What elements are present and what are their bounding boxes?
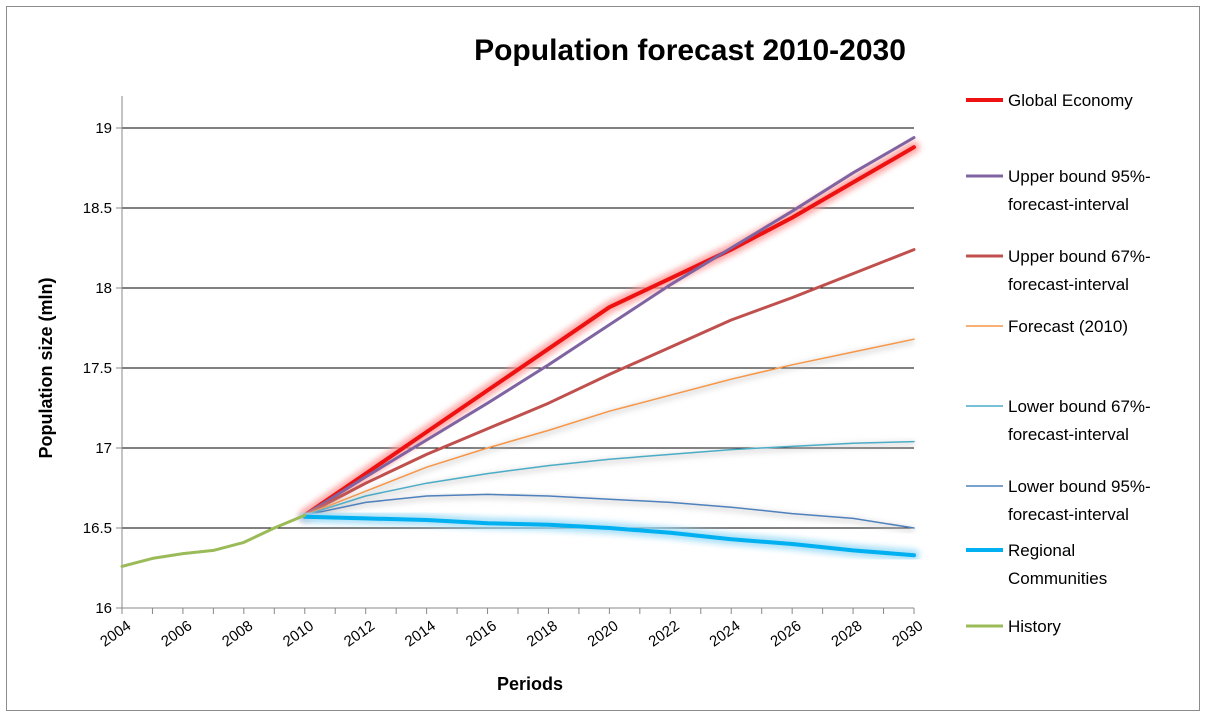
series-line-5 xyxy=(304,493,915,529)
y-tick-label: 18.5 xyxy=(83,200,112,217)
series-line-3 xyxy=(304,338,915,516)
x-tick-label: 2010 xyxy=(280,617,317,650)
legend-label-5: forecast-interval xyxy=(1008,505,1129,524)
y-tick-label: 19 xyxy=(95,120,112,137)
x-tick-label: 2026 xyxy=(767,617,804,650)
x-tick-label: 2024 xyxy=(706,617,743,650)
legend-label-3: Forecast (2010) xyxy=(1008,317,1128,336)
series-shadow-3 xyxy=(303,338,915,520)
chart-title: Population forecast 2010-2030 xyxy=(474,34,906,67)
x-tick-label: 2018 xyxy=(524,617,561,650)
series-lines xyxy=(120,136,920,568)
x-tick-label: 2030 xyxy=(889,617,926,650)
legend-label-1: Upper bound 95%- xyxy=(1008,167,1151,186)
x-tick-label: 2016 xyxy=(463,617,500,650)
legend-label-6: Regional xyxy=(1008,541,1075,560)
y-tick-label: 17.5 xyxy=(83,360,112,377)
series-shadow-4 xyxy=(304,441,915,520)
series-line-0 xyxy=(302,145,916,518)
legend-label-0: Global Economy xyxy=(1008,91,1133,110)
y-tick-label: 17 xyxy=(95,440,112,457)
x-axis-title: Periods xyxy=(497,674,563,694)
x-tick-label: 2022 xyxy=(646,617,683,650)
legend-label-4: Lower bound 67%- xyxy=(1008,397,1151,416)
x-tick-label: 2012 xyxy=(341,617,378,650)
legend: Global Economy Upper bound 95%- forecast-i… xyxy=(966,91,1151,636)
legend-label-2: forecast-interval xyxy=(1008,275,1129,294)
series-line-7 xyxy=(120,513,307,568)
legend-label-6: Communities xyxy=(1008,569,1107,588)
series-glow-6 xyxy=(298,510,920,562)
axes xyxy=(116,96,915,614)
series-line-1 xyxy=(303,136,916,517)
x-tick-label: 2008 xyxy=(219,617,256,650)
legend-label-5: Lower bound 95%- xyxy=(1008,477,1151,496)
legend-label-2: Upper bound 67%- xyxy=(1008,247,1151,266)
y-tick-label: 18 xyxy=(95,280,112,297)
series-shadow-5 xyxy=(304,493,915,533)
y-tick-label: 16.5 xyxy=(83,520,112,537)
legend-label-4: forecast-interval xyxy=(1008,425,1129,444)
x-tick-label: 2004 xyxy=(97,617,134,650)
x-tick-label: 2020 xyxy=(585,617,622,650)
legend-label-7: History xyxy=(1008,617,1061,636)
x-tick-label: 2014 xyxy=(402,617,439,650)
grid-lines xyxy=(122,127,914,529)
legend-label-1: forecast-interval xyxy=(1008,195,1129,214)
x-tick-labels: 2004 2006 2008 2010 2012 2014 2016 2018 2020 2022… xyxy=(97,617,926,650)
x-tick-label: 2006 xyxy=(158,617,195,650)
series-line-2 xyxy=(303,248,916,517)
series-line-4 xyxy=(304,440,915,516)
chart-frame xyxy=(6,6,1200,711)
y-axis-title: Population size (mln) xyxy=(36,277,56,458)
x-tick-label: 2028 xyxy=(828,617,865,650)
y-tick-label: 16 xyxy=(95,600,112,617)
series-line-6 xyxy=(302,514,916,558)
y-tick-labels: 16 16.5 17 17.5 18 18.5 19 xyxy=(83,120,112,617)
